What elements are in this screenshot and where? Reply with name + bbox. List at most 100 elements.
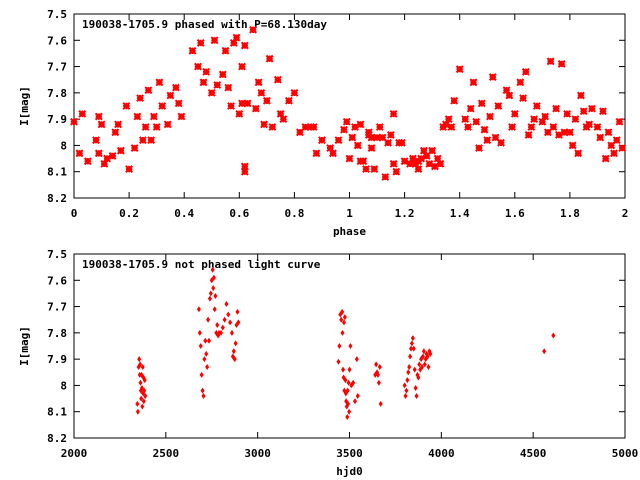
data-point — [218, 329, 223, 336]
x-tick-label: 1.6 — [505, 207, 525, 220]
data-point — [207, 295, 212, 302]
data-point — [384, 138, 392, 147]
data-point — [428, 350, 433, 357]
y-tick-label: 7.6 — [47, 34, 67, 47]
data-point — [130, 144, 139, 152]
data-point — [375, 371, 380, 378]
data-point — [420, 364, 425, 371]
unphased-light-curve-panel: 2000 2500 3000 3500 4000 4500 5000 7.5 7.6 7.7 7.8… — [18, 248, 638, 478]
data-point — [574, 149, 583, 158]
data-point — [612, 136, 621, 145]
data-point — [601, 154, 610, 163]
data-point — [143, 392, 148, 399]
data-point — [568, 141, 577, 150]
data-point — [406, 159, 415, 168]
data-point — [340, 308, 345, 315]
data-point — [527, 123, 536, 131]
data-point — [524, 131, 533, 139]
data-point — [408, 154, 417, 163]
x-tick-label: 0.2 — [119, 207, 139, 220]
data-point — [212, 306, 217, 313]
data-point — [421, 348, 426, 355]
data-point — [560, 128, 569, 137]
data-point — [494, 102, 503, 110]
data-point — [140, 403, 145, 410]
data-point — [353, 141, 362, 150]
data-point — [346, 379, 351, 386]
x-tick-label: 0.8 — [284, 207, 304, 220]
data-point — [362, 165, 370, 173]
data-point — [596, 133, 605, 142]
data-point — [444, 115, 453, 124]
data-point — [543, 128, 552, 137]
data-point — [138, 136, 147, 145]
data-point — [367, 144, 376, 152]
data-point — [224, 83, 233, 92]
plot-frame — [73, 13, 626, 199]
data-point — [226, 311, 231, 318]
data-point — [491, 133, 500, 142]
data-point — [375, 123, 384, 131]
data-point — [402, 382, 407, 389]
data-point — [585, 120, 594, 129]
data-point — [397, 138, 406, 147]
data-point — [268, 123, 277, 131]
x-tick-label: 1.8 — [560, 207, 580, 220]
data-point — [486, 112, 494, 121]
data-point — [403, 392, 408, 399]
data-point — [103, 154, 111, 163]
data-point — [200, 387, 205, 394]
y-axis-label: I[mag] — [18, 86, 31, 126]
data-point — [532, 102, 541, 110]
data-point — [135, 408, 140, 415]
data-point — [202, 356, 207, 363]
data-point — [336, 358, 341, 365]
data-point — [75, 149, 84, 158]
data-point — [201, 392, 206, 399]
data-point — [141, 123, 150, 131]
data-point — [296, 128, 304, 137]
y-tick-label: 8.2 — [47, 192, 67, 205]
data-point — [273, 75, 282, 84]
data-point — [141, 398, 146, 405]
data-point — [408, 353, 413, 360]
y-tick-label: 8.1 — [47, 166, 67, 179]
data-point — [374, 361, 379, 368]
data-point — [199, 371, 204, 378]
data-point — [538, 117, 547, 126]
data-point — [414, 392, 419, 399]
data-point — [483, 136, 492, 145]
x-tick-label: 2000 — [61, 447, 88, 460]
y-tick-label: 7.9 — [47, 113, 67, 126]
data-point — [206, 316, 211, 323]
data-point — [342, 314, 347, 321]
data-point — [425, 353, 430, 360]
data-point — [364, 128, 373, 137]
data-point — [83, 157, 92, 166]
data-point — [519, 94, 527, 103]
data-point — [284, 96, 293, 105]
data-point — [426, 364, 431, 371]
data-point — [100, 159, 109, 168]
chart-title: 190038-1705.9 phased with P=68.130day — [82, 18, 327, 31]
data-point — [466, 104, 475, 113]
data-point — [552, 104, 561, 113]
data-point — [220, 324, 225, 331]
data-point — [428, 146, 437, 155]
data-point — [348, 133, 357, 142]
data-point — [389, 109, 398, 118]
data-point — [367, 133, 376, 142]
data-point — [309, 123, 318, 131]
x-tick-label: 4000 — [428, 447, 455, 460]
data-point — [341, 366, 346, 373]
data-point — [213, 293, 218, 300]
data-point — [78, 109, 87, 118]
data-point — [206, 337, 211, 344]
data-point — [138, 361, 143, 368]
data-point — [227, 102, 235, 110]
data-point — [249, 25, 257, 34]
data-point — [472, 117, 481, 126]
data-point — [199, 78, 208, 87]
data-point — [579, 107, 588, 116]
